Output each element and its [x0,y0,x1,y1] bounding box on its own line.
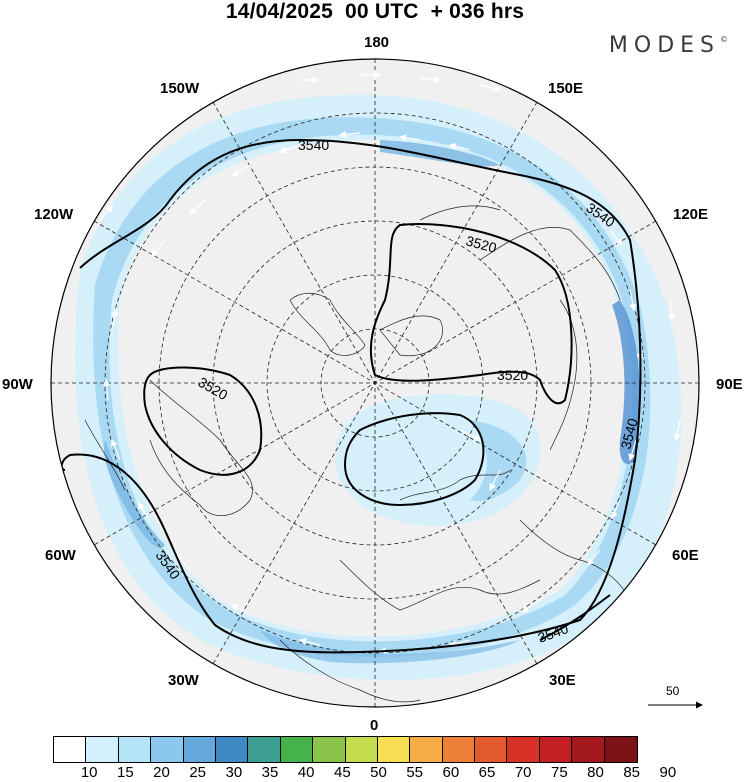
colorbar-tick-label: 30 [225,764,243,781]
contour-3540-north [60,138,642,654]
colorbar-swatch [118,737,152,762]
colorbar-swatch [313,737,346,762]
colorbar-tick-label: 75 [550,764,568,781]
polar-map: 3540 3540 3520 3520 3520 3540 3540 3540 [50,58,700,708]
colorbar-swatch [54,737,87,762]
colorbar-swatch [86,737,119,762]
jet-core-south [260,630,520,664]
colorbar-swatch [345,737,378,762]
colorbar-tick-label: 80 [587,764,604,781]
contour-label: 3520 [497,367,528,383]
lon-label-90w: 90W [2,376,33,393]
lon-label-150e: 150E [548,80,584,97]
colorbar-tick-label: 85 [623,764,640,781]
colorbar-swatch [215,737,249,762]
colorbar-tick-label: 70 [514,764,532,781]
map-title: 14/04/2025 00 UTC + 036 hrs [225,0,525,23]
contour-label: 3540 [298,137,329,153]
contour-3540-south [539,594,611,641]
colorbar-swatch [410,737,443,762]
modes-logo: MODES© [609,33,728,58]
colorbar-swatch [377,737,411,762]
contour-label: 3520 [464,232,498,256]
colorbar-swatch [183,737,216,762]
lon-label-150w: 150W [160,80,200,97]
wind-vectors [99,71,681,655]
lon-label-120e: 120E [673,206,709,223]
jet-core-east [612,300,640,464]
colorbar-tick-label: 35 [261,764,279,781]
contour-label: 3540 [617,416,641,450]
contour-3520-north [369,223,573,405]
colorbar-swatch [507,737,540,762]
brand-name: MODES [608,33,720,58]
height-contours [60,138,642,654]
colorbar-tick-label: 55 [406,764,423,781]
vector-reference: 50 [646,684,706,714]
colorbar-tick-label: 90 [659,764,677,781]
colorbar-swatch [475,737,508,762]
colorbar-tick-label: 65 [478,764,496,781]
contour-3520-europe [343,412,485,507]
copyright-mark: © [720,35,728,44]
jet-core-north [380,140,500,167]
colorbar-swatch [248,737,281,762]
wind-blob-europe-inner [470,420,527,502]
colorbar [53,736,639,763]
colorbar-tick-label: 60 [442,764,460,781]
colorbar-tick-label: 10 [80,764,98,781]
colorbar-swatch [604,737,638,762]
lon-label-30e: 30E [549,672,576,689]
lon-label-90e: 90E [716,376,743,393]
lon-label-120w: 120W [34,206,74,223]
colorbar-swatch [539,737,573,762]
contour-3520-west [143,366,263,476]
lon-label-0: 0 [370,717,379,734]
lon-label-60e: 60E [672,547,699,564]
colorbar-swatch [442,737,476,762]
lon-label-60w: 60W [45,547,76,564]
colorbar-tick-label: 20 [153,764,170,781]
colorbar-ticks: 10 15 20 25 30 35 40 45 50 55 60 65 70 75 80 85 90 [53,764,704,782]
colorbar-swatch [572,737,605,762]
map-border [50,58,700,708]
colorbar-swatch [280,737,314,762]
reference-arrow-icon [648,701,703,709]
lon-label-180: 180 [364,34,390,51]
colorbar-swatch [151,737,184,762]
colorbar-tick-label: 45 [333,764,351,781]
colorbar-tick-label: 50 [370,764,387,781]
colorbar-tick-label: 15 [116,764,134,781]
lon-label-30w: 30W [168,672,199,689]
colorbar-tick-label: 40 [297,764,315,781]
colorbar-tick-label: 25 [189,764,206,781]
vector-reference-label: 50 [666,684,680,698]
